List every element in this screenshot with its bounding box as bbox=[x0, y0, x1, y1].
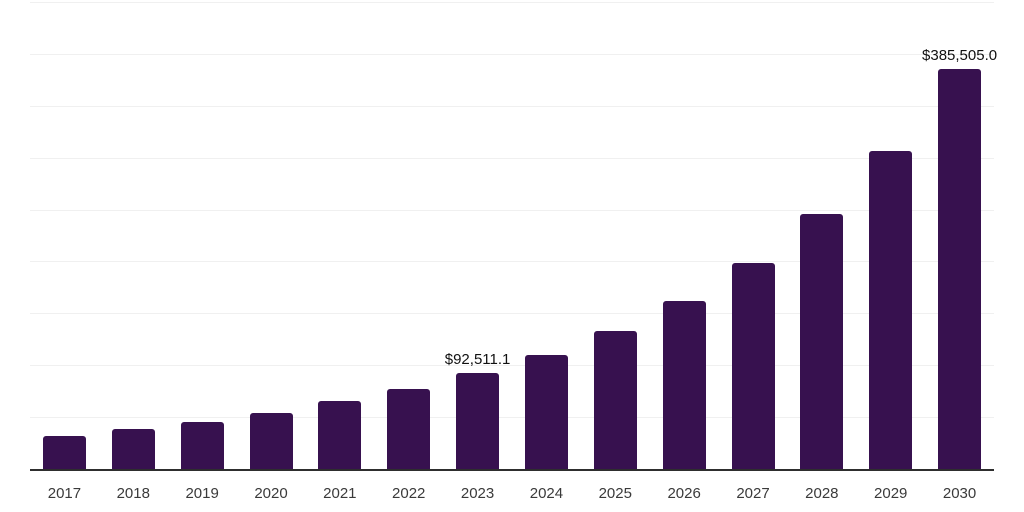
x-tick-2017: 2017 bbox=[47, 485, 82, 502]
gridline bbox=[30, 417, 994, 419]
x-tick-2028: 2028 bbox=[805, 485, 839, 502]
x-tick-2025: 2025 bbox=[598, 485, 632, 502]
data-label-2030: $385,505.0 bbox=[922, 46, 998, 64]
bar-2030 bbox=[938, 68, 982, 469]
x-tick-2024: 2024 bbox=[529, 485, 564, 502]
data-label-2023: $92,511.1 bbox=[444, 350, 511, 368]
gridline bbox=[30, 1, 994, 3]
gridline bbox=[30, 157, 994, 159]
x-tick-2026: 2026 bbox=[667, 485, 701, 502]
x-tick-2023: 2023 bbox=[460, 485, 495, 502]
bar-2026 bbox=[662, 300, 706, 469]
bar-2018 bbox=[111, 428, 155, 469]
gridline bbox=[30, 209, 994, 211]
x-tick-2018: 2018 bbox=[116, 485, 150, 502]
x-tick-2027: 2027 bbox=[736, 485, 770, 502]
x-tick-2030: 2030 bbox=[942, 485, 977, 502]
x-tick-2029: 2029 bbox=[874, 485, 908, 502]
gridline bbox=[30, 261, 994, 263]
gridline bbox=[30, 53, 994, 55]
bar-2019 bbox=[180, 421, 224, 469]
bar-2022 bbox=[387, 388, 431, 469]
bar-2028 bbox=[800, 214, 844, 469]
gridline bbox=[30, 105, 994, 107]
bar-2020 bbox=[249, 412, 293, 469]
bar-2029 bbox=[869, 150, 913, 469]
gridline bbox=[30, 365, 994, 367]
bar-2025 bbox=[593, 330, 637, 469]
gridline bbox=[30, 313, 994, 315]
bar-2024 bbox=[524, 354, 568, 469]
x-tick-2020: 2020 bbox=[254, 485, 288, 502]
plot-area: $92,511.1 $385,505.0 bbox=[30, 1, 998, 471]
x-tick-2022: 2022 bbox=[392, 485, 426, 502]
bar-2017 bbox=[42, 435, 86, 469]
bar-2023 bbox=[456, 372, 500, 469]
bar-2021 bbox=[318, 400, 362, 469]
x-axis-line bbox=[30, 469, 994, 471]
x-tick-2021: 2021 bbox=[323, 485, 357, 502]
x-tick-2019: 2019 bbox=[185, 485, 219, 502]
bar-2027 bbox=[731, 263, 775, 469]
